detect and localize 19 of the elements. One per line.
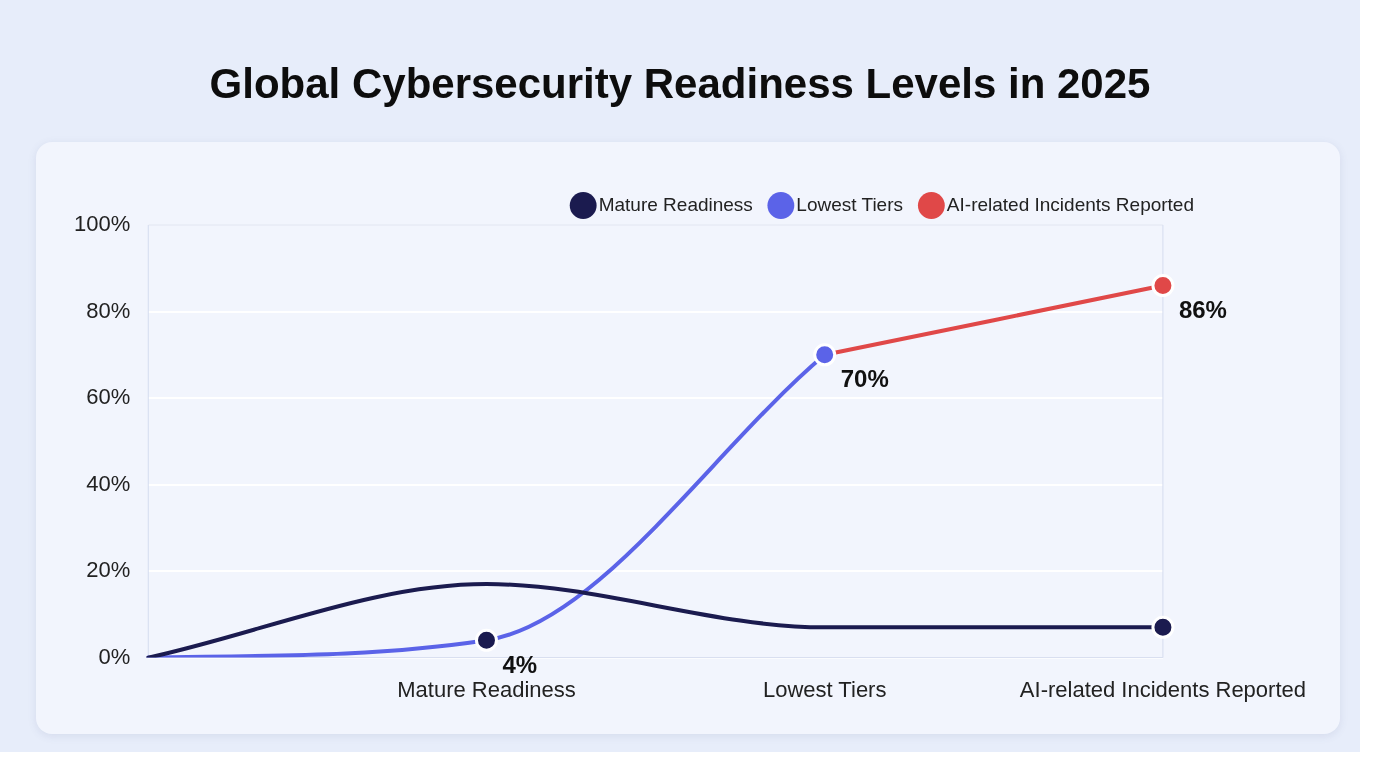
y-tick-label: 0%	[98, 643, 131, 669]
legend-label: Mature Readiness	[598, 193, 753, 215]
y-tick-label: 40%	[86, 470, 131, 496]
point	[1151, 615, 1175, 639]
data-label: 86%	[1178, 296, 1227, 324]
x-tick-label: AI-related Incidents Reported	[1019, 676, 1307, 702]
chart-title: Global Cybersecurity Readiness Levels in 2025	[208, 60, 1152, 108]
x-tick-label: Lowest Tiers	[762, 676, 887, 702]
legend-label: AI-related Incidents Reported	[946, 193, 1194, 215]
data-label: 70%	[840, 365, 889, 393]
data-label: 4%	[502, 650, 538, 678]
y-tick-label: 100%	[73, 211, 131, 237]
y-tick-label: 80%	[86, 297, 131, 323]
y-tick-label: 60%	[86, 384, 131, 410]
point	[1151, 274, 1175, 298]
x-tick-label: Mature Readiness	[397, 676, 576, 702]
point	[813, 343, 837, 367]
y-tick-label: 20%	[86, 557, 131, 583]
legend-label: Lowest Tiers	[796, 193, 904, 215]
